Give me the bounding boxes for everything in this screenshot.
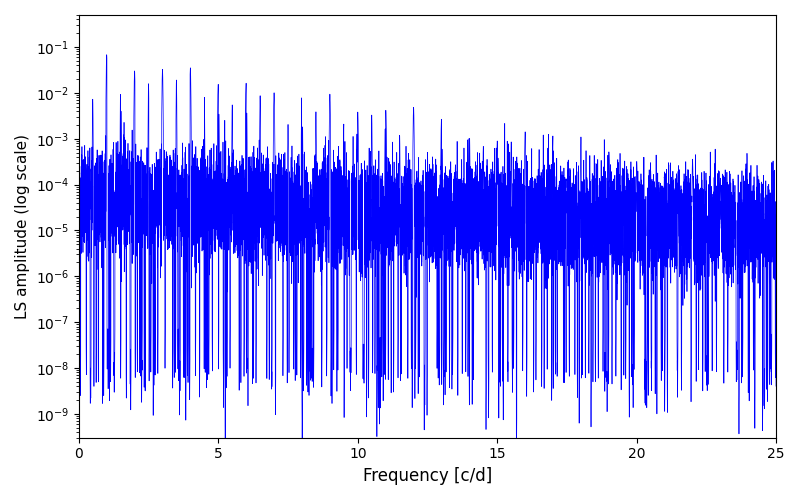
- Y-axis label: LS amplitude (log scale): LS amplitude (log scale): [15, 134, 30, 319]
- X-axis label: Frequency [c/d]: Frequency [c/d]: [363, 467, 492, 485]
